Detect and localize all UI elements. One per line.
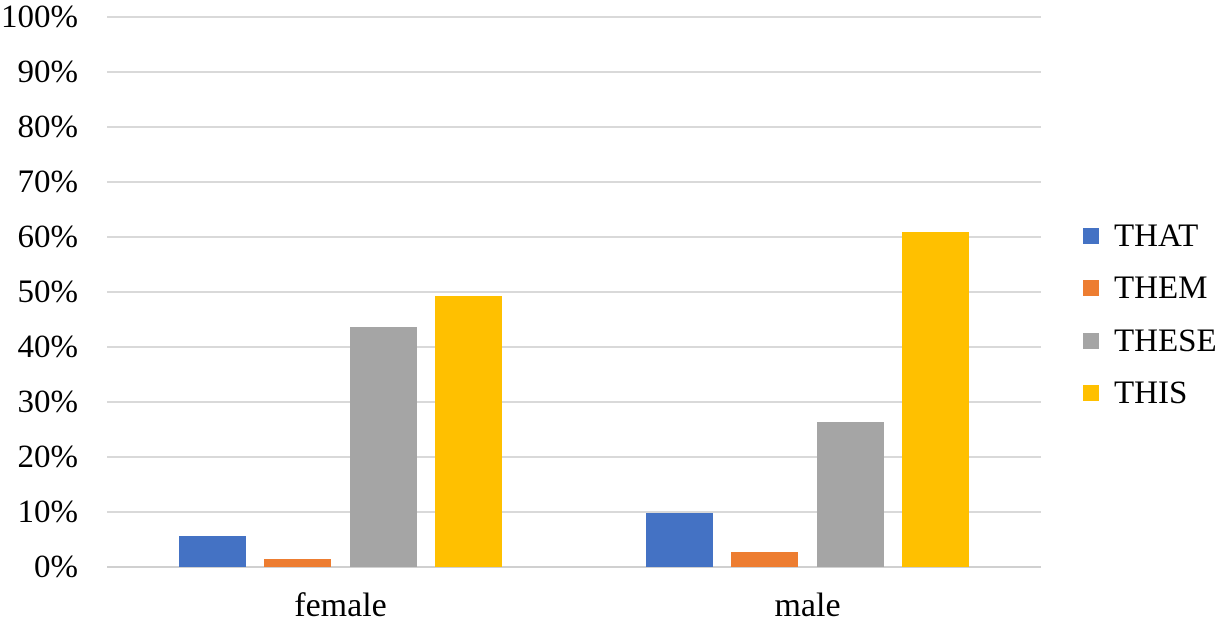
- legend-label: THAT: [1114, 218, 1199, 254]
- y-axis-tick-label: 80%: [17, 109, 79, 145]
- legend-label: THIS: [1114, 375, 1188, 411]
- legend-item-these: THESE: [1083, 315, 1217, 367]
- gridline: [107, 346, 1041, 348]
- legend-item-them: THEM: [1083, 262, 1208, 314]
- gridline: [107, 236, 1041, 238]
- y-axis-tick-label: 100%: [1, 0, 78, 35]
- bar-female-that: [178, 536, 246, 567]
- legend-color-swatch-this: [1083, 385, 1099, 401]
- legend: THAT THEM THESE THIS: [1083, 0, 1218, 628]
- y-axis-tick-label: 90%: [17, 54, 79, 90]
- gridline: [107, 511, 1041, 513]
- bar-male-this: [902, 231, 970, 567]
- bar-female-this: [435, 295, 503, 567]
- legend-color-swatch-these: [1083, 333, 1099, 349]
- y-axis-tick-label: 0%: [34, 549, 78, 585]
- y-axis-tick-label: 30%: [17, 384, 79, 420]
- y-axis-tick-label: 10%: [17, 494, 79, 530]
- y-axis-tick-label: 40%: [17, 329, 79, 365]
- legend-label: THEM: [1114, 270, 1208, 306]
- gridline: [107, 456, 1041, 458]
- legend-item-this: THIS: [1083, 367, 1187, 419]
- gridline: [107, 291, 1041, 293]
- gridline: [107, 401, 1041, 403]
- legend-label: THESE: [1114, 323, 1217, 359]
- bar-male-that: [645, 512, 713, 567]
- legend-item-that: THAT: [1083, 210, 1198, 262]
- bar-female-them: [264, 559, 332, 567]
- gridline: [107, 71, 1041, 73]
- gridline: [107, 181, 1041, 183]
- bar-female-these: [349, 326, 417, 567]
- bar-male-these: [816, 422, 884, 567]
- y-axis-tick-label: 50%: [17, 274, 79, 310]
- x-axis-category-label-male: male: [774, 587, 841, 624]
- x-axis-category-label-female: female: [294, 587, 387, 624]
- legend-color-swatch-that: [1083, 228, 1099, 244]
- gridline: [107, 126, 1041, 128]
- plot-area: [107, 16, 1041, 568]
- x-axis-line: [107, 566, 1041, 568]
- y-axis-tick-label: 60%: [17, 219, 79, 255]
- y-axis-tick-label: 20%: [17, 439, 79, 475]
- y-axis-tick-label: 70%: [17, 164, 79, 200]
- legend-color-swatch-them: [1083, 280, 1099, 296]
- gridline: [107, 16, 1041, 18]
- bar-male-them: [731, 551, 799, 567]
